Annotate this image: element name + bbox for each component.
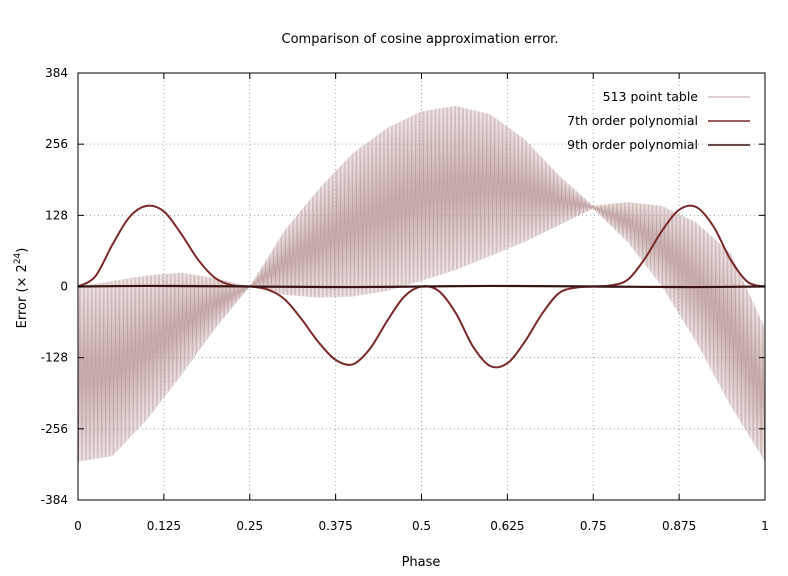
y-axis-title-suffix: ) <box>15 248 30 253</box>
x-tick-label: 0.75 <box>580 519 607 533</box>
x-tick-label: 0.625 <box>490 519 524 533</box>
x-axis-title: Phase <box>402 555 441 570</box>
y-axis: 384 256 128 0 -128 -256 -384 <box>41 66 765 507</box>
x-tick-label: 0.25 <box>236 519 263 533</box>
y-tick-label: -384 <box>41 493 68 507</box>
legend-label: 9th order polynomial <box>567 137 698 152</box>
y-axis-title: Error (× 224) <box>13 248 30 329</box>
y-axis-title-exponent: 24 <box>13 252 23 264</box>
y-tick-label: -256 <box>41 422 68 436</box>
series-513-point-table <box>77 105 766 462</box>
series-line-9th-order-polynomial <box>77 284 766 289</box>
chart-title: Comparison of cosine approximation error… <box>282 32 559 47</box>
y-tick-label: 128 <box>45 208 68 222</box>
x-tick-label: 0.5 <box>412 519 431 533</box>
x-tick-label: 0.875 <box>662 519 696 533</box>
series-9th-order-polynomial <box>77 284 766 289</box>
y-tick-label: 384 <box>45 66 68 80</box>
legend-label: 513 point table <box>603 89 699 104</box>
y-tick-label: 0 <box>60 280 68 294</box>
series-line-513-point-table <box>77 105 766 462</box>
x-axis: 0 0.125 0.25 0.375 0.5 0.625 0.75 0.875 1 <box>74 73 769 533</box>
x-tick-label: 0.375 <box>318 519 352 533</box>
legend-label: 7th order polynomial <box>567 113 698 128</box>
y-tick-label: 256 <box>45 137 68 151</box>
y-axis-title-main: Error (× 2 <box>15 264 30 328</box>
x-tick-label: 0.125 <box>147 519 181 533</box>
legend: 513 point table 7th order polynomial 9th o… <box>567 89 750 152</box>
y-tick-label: -128 <box>41 351 68 365</box>
x-tick-label: 0 <box>74 519 82 533</box>
x-tick-label: 1 <box>761 519 769 533</box>
